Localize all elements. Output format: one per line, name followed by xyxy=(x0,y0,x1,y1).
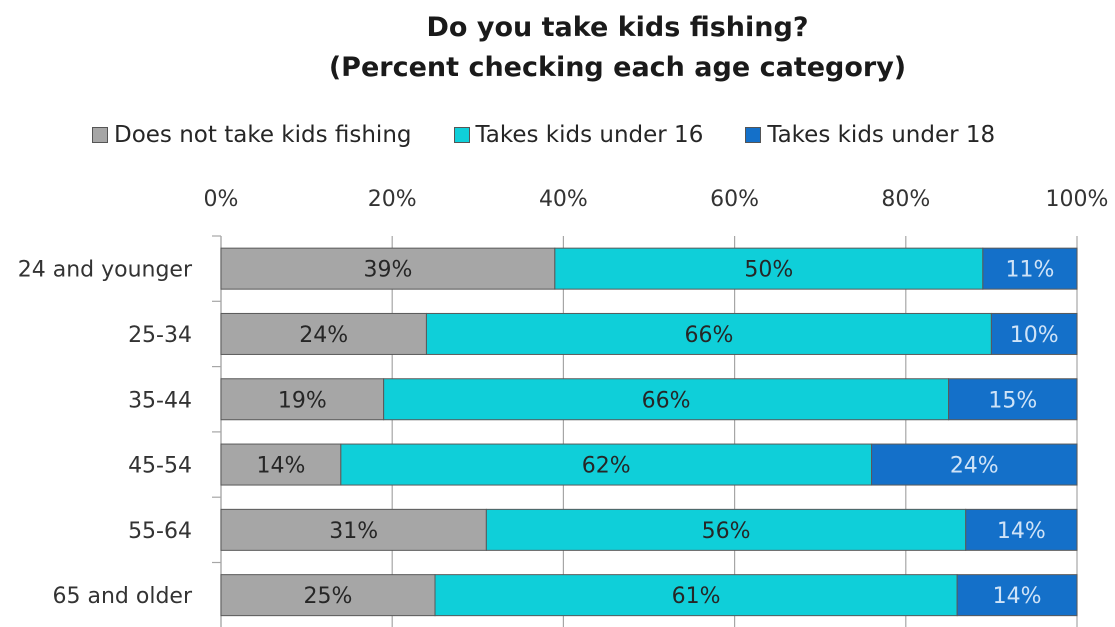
data-label: 14% xyxy=(993,584,1042,609)
bar-segment xyxy=(383,378,950,421)
data-label: 61% xyxy=(672,584,721,609)
data-label: 62% xyxy=(582,454,631,479)
data-label: 66% xyxy=(684,323,733,348)
data-label: 14% xyxy=(997,519,1046,544)
data-label: 56% xyxy=(702,519,751,544)
x-tick-label: 40% xyxy=(539,187,588,212)
bar-segment xyxy=(220,378,385,421)
bar-segment xyxy=(220,443,342,486)
data-label: 19% xyxy=(278,388,327,413)
legend-label-under-16: Takes kids under 16 xyxy=(475,122,704,148)
category-label: 24 and younger xyxy=(18,258,193,283)
data-label: 66% xyxy=(642,388,691,413)
data-label: 24% xyxy=(299,323,348,348)
bar-segment xyxy=(425,312,992,355)
legend-item-under-18: Takes kids under 18 xyxy=(745,122,995,148)
legend-item-under-16: Takes kids under 16 xyxy=(453,122,704,148)
category-label: 45-54 xyxy=(128,454,192,479)
category-label: 65 and older xyxy=(53,584,193,609)
x-tick-label: 100% xyxy=(1046,187,1109,212)
data-label: 15% xyxy=(988,388,1037,413)
bar-segment xyxy=(990,312,1078,355)
data-label: 25% xyxy=(304,584,353,609)
data-label: 10% xyxy=(1010,323,1059,348)
category-label: 55-64 xyxy=(128,519,192,544)
legend-item-does-not-take: Does not take kids fishing xyxy=(92,122,412,148)
data-label: 11% xyxy=(1005,258,1054,283)
bar-segment xyxy=(485,508,967,551)
bar-segment xyxy=(340,443,873,486)
bar-segment xyxy=(982,247,1078,290)
x-tick-label: 20% xyxy=(368,187,417,212)
bar-segment xyxy=(220,312,427,355)
bar-segment xyxy=(220,574,436,617)
bar-segment xyxy=(948,378,1078,421)
x-tick-label: 80% xyxy=(881,187,930,212)
bar-segment xyxy=(220,247,556,290)
bar-segment xyxy=(220,508,487,551)
legend-swatch-under-16 xyxy=(453,127,470,143)
bar-segment xyxy=(871,443,1078,486)
bar-segment xyxy=(965,508,1078,551)
data-label: 39% xyxy=(363,258,412,283)
legend-swatch-under-18 xyxy=(745,127,762,143)
legend-label-does-not-take: Does not take kids fishing xyxy=(114,122,412,148)
chart-title-line-2: (Percent checking each age category) xyxy=(328,52,907,83)
data-label: 31% xyxy=(329,519,378,544)
legend-label-under-18: Takes kids under 18 xyxy=(767,122,996,148)
category-label: 25-34 xyxy=(128,323,192,348)
legend: Does not take kids fishing Takes kids un… xyxy=(92,122,995,148)
legend-swatch-does-not-take xyxy=(92,127,108,143)
x-tick-label: 60% xyxy=(710,187,759,212)
category-label: 35-44 xyxy=(128,388,192,413)
bar-segment xyxy=(956,574,1078,617)
data-label: 50% xyxy=(744,258,793,283)
bar-segment xyxy=(434,574,958,617)
data-label: 14% xyxy=(256,454,305,479)
data-label: 24% xyxy=(950,454,999,479)
x-tick-label: 0% xyxy=(204,187,239,212)
chart-title-line-1: Do you take kids fishing? xyxy=(426,12,809,43)
